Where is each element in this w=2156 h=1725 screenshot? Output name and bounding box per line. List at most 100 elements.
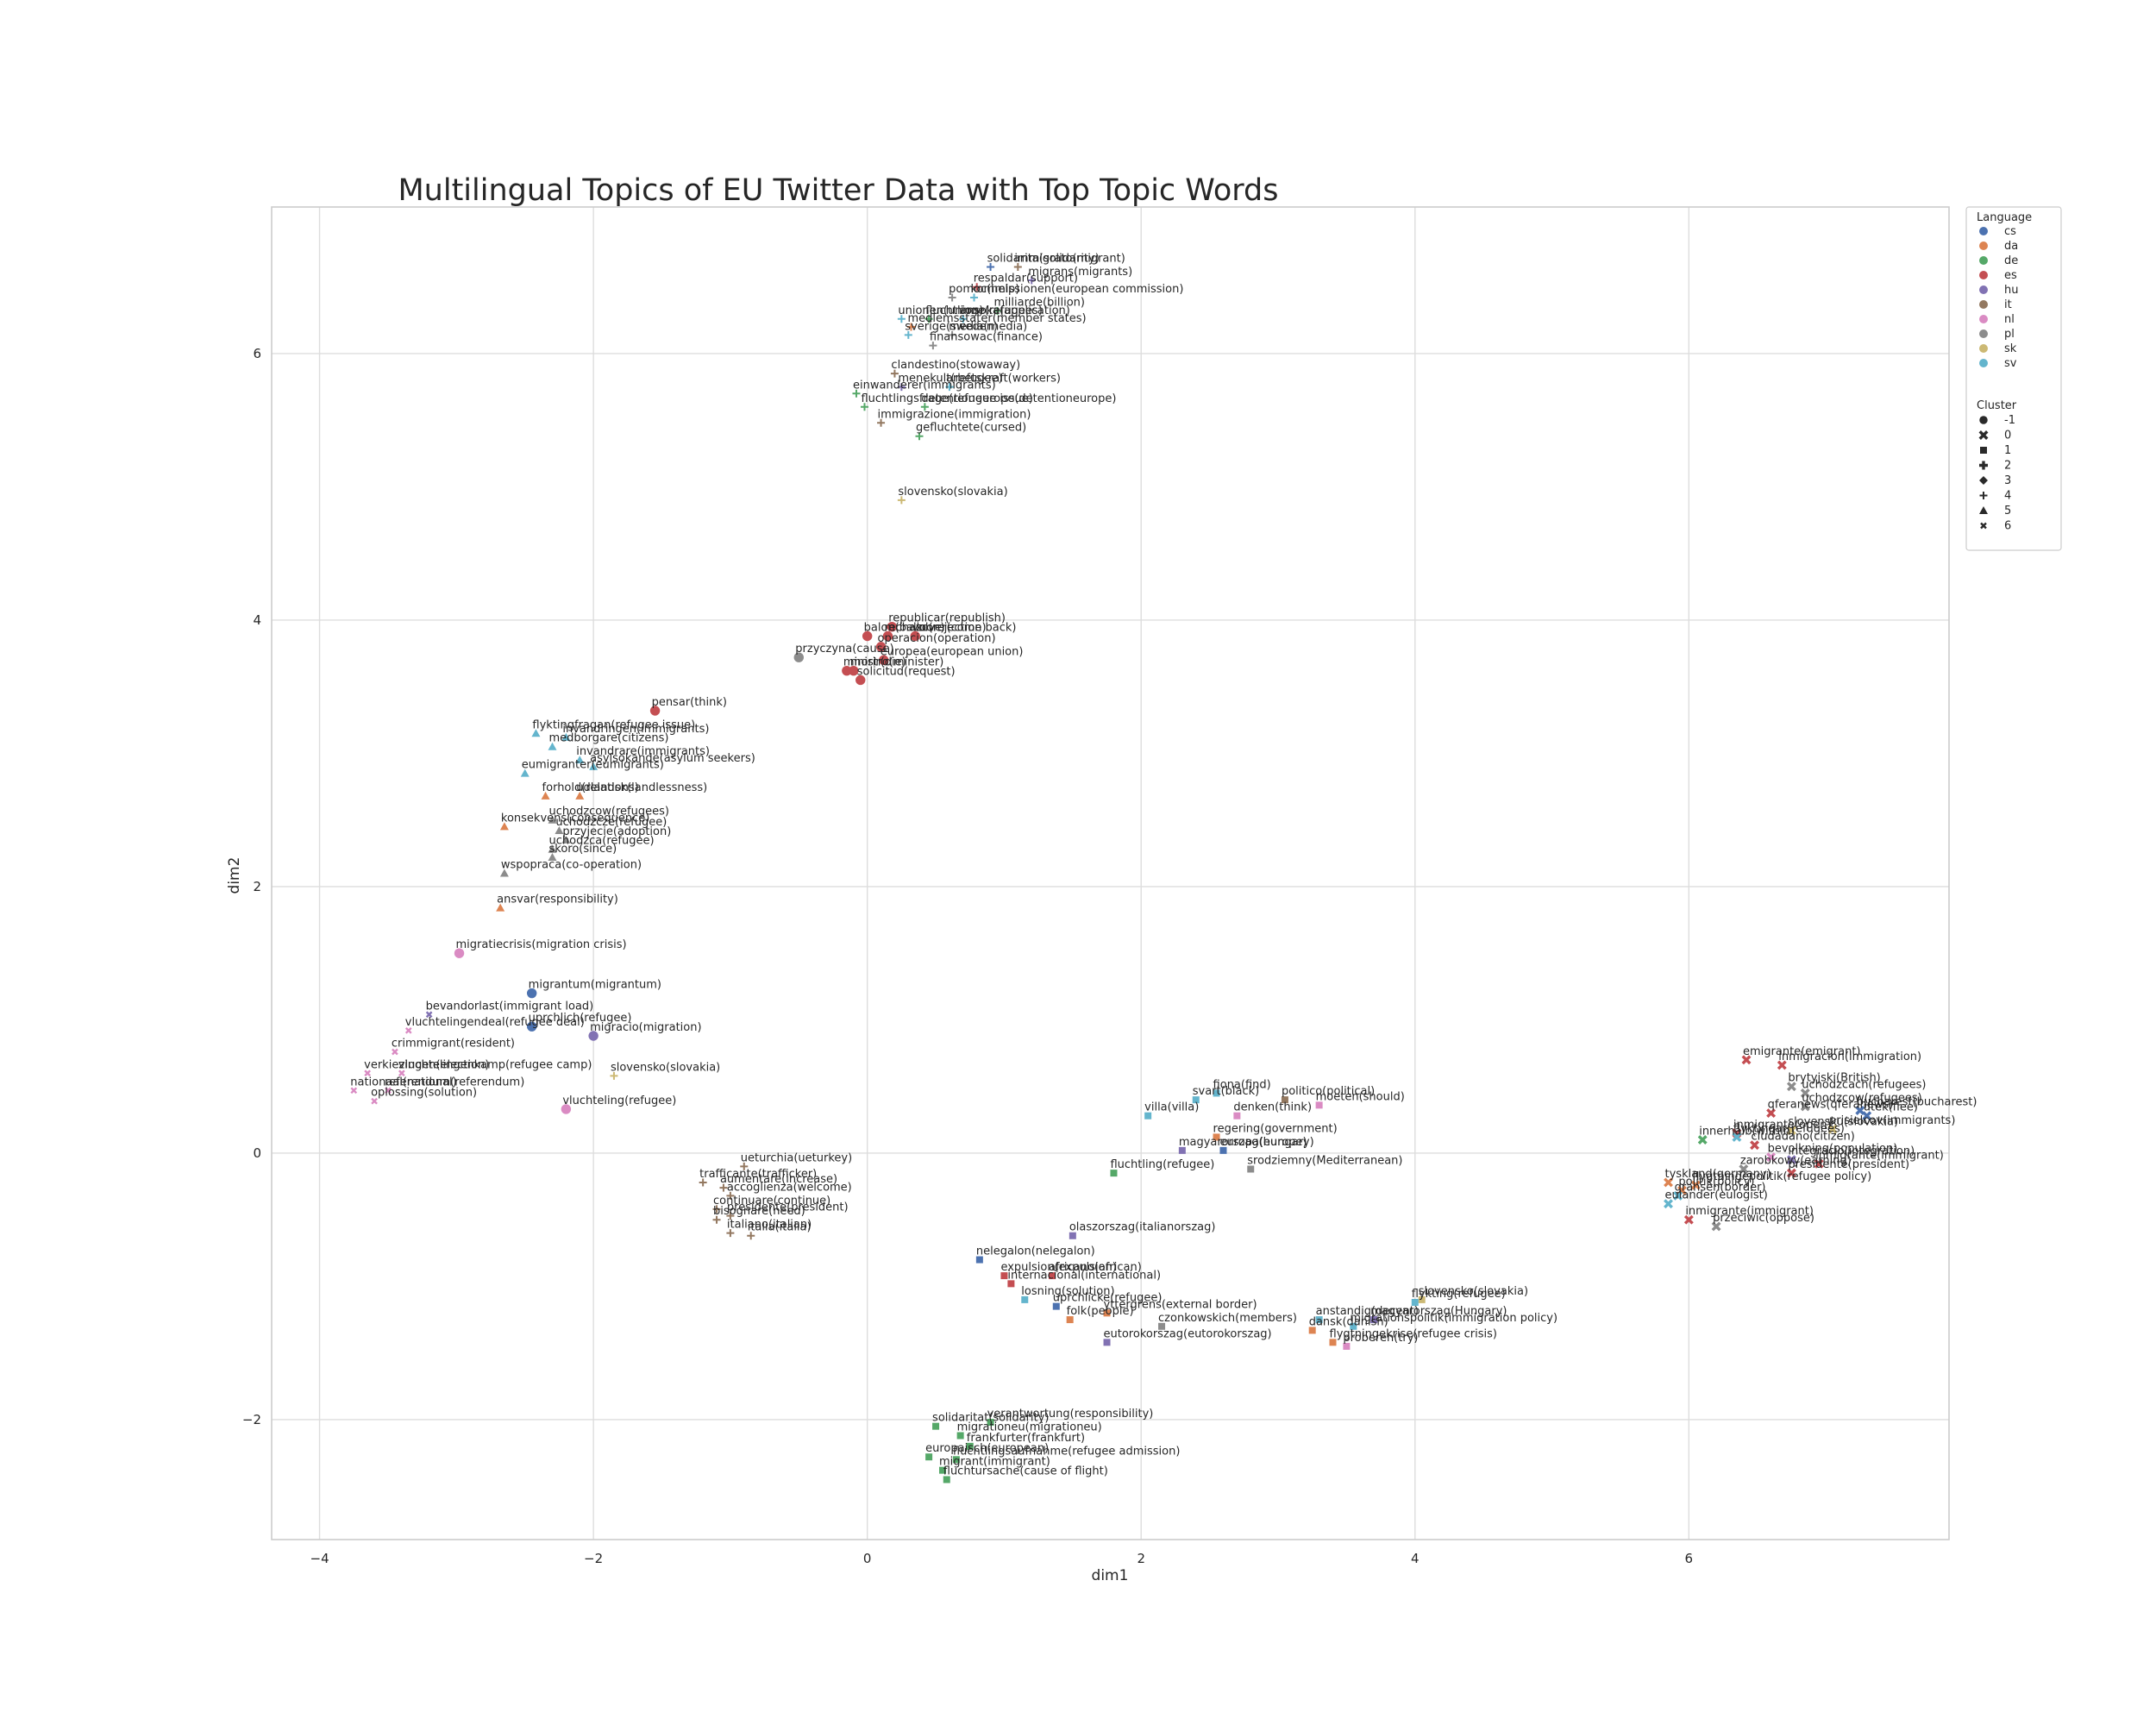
data-label: pomoc(help) — [949, 283, 1019, 296]
legend-cluster-label: -1 — [2004, 414, 2015, 427]
data-label: fiona(find) — [1213, 1078, 1271, 1091]
data-label: anstandig(decent) — [1316, 1305, 1419, 1318]
data-label: folk(people) — [1067, 1305, 1134, 1318]
data-label: skoro(since) — [548, 843, 617, 856]
data-point — [561, 1104, 572, 1114]
legend-cluster-label: 6 — [2004, 520, 2011, 533]
data-point — [1418, 1295, 1426, 1303]
data-point — [1711, 1221, 1721, 1232]
data-label: uchodzcow(refugees) — [548, 806, 668, 819]
data-point — [862, 630, 873, 642]
data-label: konsekvens(consequence) — [501, 812, 649, 825]
data-label: eutorokorszag(eutorokorszag) — [1104, 1327, 1272, 1340]
data-point — [970, 293, 979, 302]
data-label: solidarita(solidarity) — [987, 253, 1100, 266]
data-point — [499, 822, 509, 831]
data-label: respaldar(support) — [974, 273, 1078, 285]
data-point — [526, 988, 537, 999]
data-label: inmigrante(immigrant) — [1815, 1149, 1944, 1162]
data-label: udlandsk(landlessness) — [576, 781, 707, 794]
data-point — [1343, 1342, 1351, 1350]
data-point — [929, 342, 937, 350]
y-axis-label: dim2 — [226, 857, 243, 894]
data-point — [1315, 1316, 1323, 1324]
data-point — [1786, 1126, 1796, 1136]
data-label: dansk(danish) — [1309, 1315, 1388, 1328]
data-point — [1370, 1316, 1378, 1324]
data-label: solidaritat(solidarity) — [932, 1412, 1049, 1425]
data-label: operacion(operation) — [878, 632, 996, 645]
data-label: prisielcov(immigrants) — [1829, 1114, 1955, 1127]
data-label: asylsokande(asylum seekers) — [590, 752, 755, 765]
data-point — [1697, 1135, 1708, 1145]
data-point — [852, 389, 861, 398]
x-tick-label: 2 — [1137, 1551, 1145, 1566]
x-tick-label: 4 — [1411, 1551, 1420, 1566]
data-point — [875, 642, 887, 652]
data-point — [1664, 1199, 1673, 1209]
legend-language-label: it — [2004, 298, 2012, 311]
data-label: solicitud(request) — [857, 665, 956, 678]
data-label: crimmigrant(resident) — [392, 1038, 515, 1051]
legend-cluster-marker — [1979, 506, 1988, 514]
data-point — [1766, 1108, 1777, 1119]
data-label: presidente(president) — [727, 1201, 849, 1214]
x-tick-label: 6 — [1685, 1551, 1694, 1566]
data-point — [1144, 1112, 1152, 1120]
legend-cluster-label: 2 — [2004, 460, 2011, 473]
data-label: immigrato(migrant) — [1014, 253, 1125, 266]
data-point — [575, 791, 585, 800]
legend-cluster-label: 3 — [2004, 474, 2011, 487]
data-label: inmigracion(immigration) — [1778, 1051, 1921, 1063]
data-label: emigrante(emigrant) — [1743, 1045, 1861, 1058]
data-label: arbetskraft(workers) — [946, 373, 1061, 386]
data-label: slovensku(slovakia) — [1788, 1116, 1898, 1129]
data-point — [1007, 1280, 1015, 1288]
data-point — [915, 432, 924, 441]
data-label: uprchlich(refugee) — [529, 1012, 632, 1025]
data-point — [793, 652, 804, 662]
legend-language-label: pl — [2004, 328, 2015, 341]
legend-language-marker — [1979, 271, 1988, 279]
data-point — [747, 1232, 755, 1240]
x-axis-label: dim1 — [1092, 1567, 1129, 1584]
data-point — [993, 307, 1002, 316]
data-point — [1739, 1164, 1749, 1174]
data-label: invandringen(immigrants) — [562, 723, 709, 736]
data-point — [890, 369, 899, 378]
data-label: medlemsstater(member states) — [907, 312, 1086, 325]
data-point — [1103, 1339, 1111, 1346]
grid — [272, 207, 1949, 1540]
data-point — [882, 630, 893, 642]
data-label: migrantum(migrantum) — [529, 979, 661, 992]
legend-cluster-marker — [1980, 522, 1987, 530]
data-label: milliarde(billion) — [994, 297, 1085, 310]
legend-language-label: sk — [2004, 342, 2017, 355]
data-point — [860, 403, 868, 411]
data-point — [1862, 1111, 1872, 1121]
data-point — [1741, 1055, 1752, 1065]
data-label: magyarorszag(Hungary) — [1370, 1305, 1507, 1318]
data-label: aumentare(increase) — [720, 1173, 837, 1186]
legend-language-marker — [1979, 300, 1988, 309]
data-point — [1814, 1158, 1824, 1169]
data-label: integracio(integration) — [1788, 1145, 1915, 1158]
data-point — [740, 1162, 749, 1170]
data-point — [1683, 1214, 1694, 1225]
data-label: zarobkowy(earning) — [1740, 1154, 1852, 1167]
data-point — [1000, 1272, 1008, 1280]
data-point — [610, 1071, 618, 1080]
legend-frame — [1965, 206, 2062, 551]
legend-cluster-marker — [1978, 430, 1989, 440]
data-label: ueturchia(ueturkey) — [741, 1151, 852, 1164]
legend-cluster-marker — [1979, 476, 1988, 485]
data-point — [1308, 1327, 1316, 1334]
legend-language-label: hu — [2004, 284, 2018, 297]
data-label: politik(policy) — [1678, 1176, 1754, 1189]
data-points — [350, 263, 1872, 1484]
legend-language-marker — [1979, 315, 1988, 323]
data-label: migracio(migration) — [590, 1021, 701, 1034]
data-point — [897, 383, 906, 392]
